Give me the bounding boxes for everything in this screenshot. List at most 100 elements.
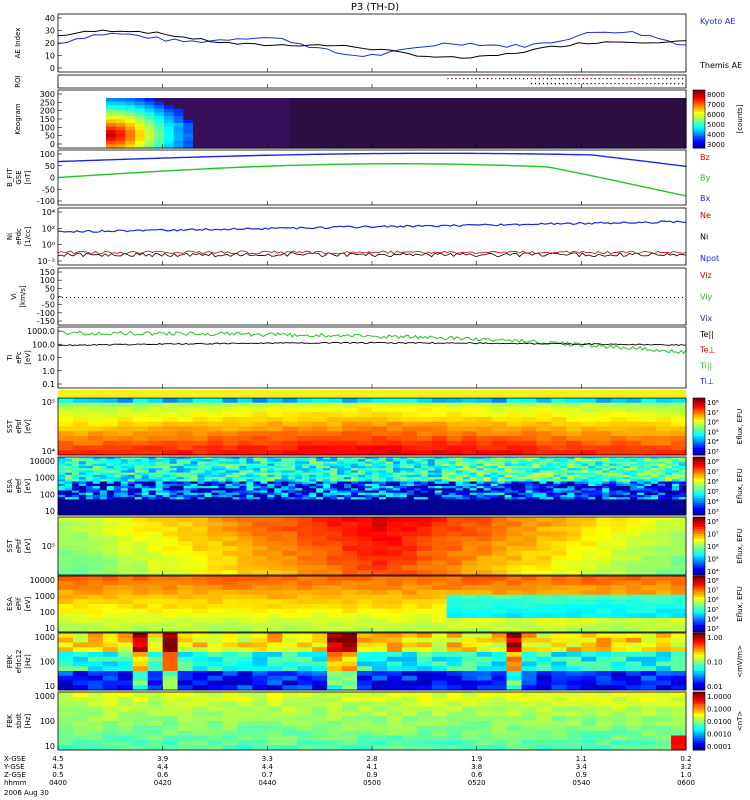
- spectrogram-pixel: [316, 470, 324, 474]
- spectrogram-pixel: [197, 506, 206, 509]
- spectrogram-pixel: [658, 512, 666, 516]
- spectrogram-pixel: [232, 461, 240, 465]
- spectrogram-pixel: [504, 486, 513, 489]
- spectrogram-pixel: [518, 481, 527, 485]
- keogram-pixel: [386, 101, 397, 106]
- spectrogram-pixel: [85, 501, 94, 505]
- spectrogram-pixel: [232, 474, 240, 478]
- spectrogram-pixel: [623, 490, 631, 494]
- keogram-pixel: [347, 144, 358, 149]
- colorbar-swatch: [693, 145, 705, 149]
- spectrogram-pixel: [192, 426, 209, 432]
- keogram-pixel: [106, 112, 117, 117]
- spectrogram-pixel: [155, 492, 164, 496]
- spectrogram-pixel: [434, 470, 443, 474]
- panel-ylabel: B_FIT: [6, 167, 14, 186]
- spectrogram-pixel: [611, 570, 627, 576]
- spectrogram-pixel: [581, 497, 589, 500]
- spectrogram-pixel: [588, 477, 596, 480]
- spectrogram-pixel: [581, 402, 597, 408]
- spectrogram-pixel: [342, 431, 358, 437]
- spectrogram-pixel: [327, 526, 343, 532]
- spectrogram-pixel: [302, 457, 310, 460]
- spectrogram-pixel: [567, 468, 575, 471]
- spectrogram-pixel: [521, 536, 537, 542]
- spectrogram-pixel: [626, 560, 642, 566]
- spectrogram-pixel: [553, 492, 561, 496]
- spectrogram-pixel: [177, 565, 194, 571]
- keogram-pixel: [599, 130, 610, 135]
- spectrogram-pixel: [596, 402, 612, 408]
- spectrogram-pixel: [207, 550, 223, 557]
- spectrogram-pixel: [506, 536, 523, 542]
- spectrogram-pixel: [162, 431, 179, 437]
- spectrogram-pixel: [134, 510, 143, 514]
- colorbar-swatch: [693, 502, 705, 506]
- colorbar-swatch: [693, 486, 705, 489]
- spectrogram-pixel: [401, 604, 418, 610]
- keogram-pixel: [483, 133, 494, 138]
- spectrogram-pixel: [237, 546, 253, 552]
- roi-dot: [459, 78, 461, 80]
- spectrogram-pixel: [117, 580, 134, 586]
- spectrogram-pixel: [446, 521, 463, 528]
- keogram-pixel: [222, 137, 233, 142]
- spectrogram-pixel: [401, 398, 418, 404]
- spectrogram-pixel: [476, 565, 493, 571]
- spectrogram-pixel: [623, 463, 631, 467]
- spectrogram-pixel: [330, 472, 338, 476]
- spectrogram-pixel: [406, 503, 415, 507]
- spectrogram-pixel: [323, 506, 331, 509]
- spectrogram-pixel: [99, 470, 108, 474]
- spectrogram-pixel: [574, 463, 582, 467]
- spectrogram-pixel: [58, 585, 74, 591]
- spectrogram-pixel: [197, 492, 206, 496]
- spectrogram-pixel: [197, 501, 206, 505]
- spectrogram-pixel: [401, 421, 418, 427]
- spectrogram-pixel: [351, 488, 359, 491]
- spectrogram-pixel: [207, 526, 223, 532]
- roi-dot: [654, 83, 656, 85]
- spectrogram-pixel: [148, 508, 157, 512]
- spectrogram-pixel: [521, 426, 537, 432]
- spectrogram-pixel: [658, 472, 666, 476]
- spectrogram-pixel: [506, 560, 523, 566]
- keogram-pixel: [492, 119, 503, 124]
- spectrogram-pixel: [637, 463, 645, 467]
- roi-dot: [570, 78, 572, 80]
- keogram-pixel: [589, 119, 600, 124]
- spectrogram-pixel: [58, 450, 74, 456]
- roi-dot: [610, 83, 612, 85]
- keogram-pixel: [106, 130, 117, 135]
- spectrogram-pixel: [337, 492, 345, 496]
- spectrogram-pixel: [197, 497, 206, 500]
- spectrogram-pixel: [295, 472, 303, 476]
- spectrogram-pixel: [92, 479, 101, 483]
- spectrogram-pixel: [672, 499, 680, 503]
- spectrogram-pixel: [372, 555, 388, 561]
- spectrogram-pixel: [177, 570, 194, 576]
- spectrogram-pixel: [560, 506, 568, 509]
- spectrogram-pixel: [431, 541, 448, 547]
- spectrogram-pixel: [192, 565, 209, 571]
- spectrogram-pixel: [406, 492, 415, 496]
- spectrogram-pixel: [511, 506, 520, 509]
- spectrogram-pixel: [546, 501, 554, 505]
- spectrogram-pixel: [448, 470, 457, 474]
- spectrogram-pixel: [416, 604, 433, 610]
- legend-label: Viz: [700, 271, 712, 280]
- spectrogram-pixel: [207, 536, 223, 542]
- panel-content: [57, 330, 687, 355]
- spectrogram-pixel: [420, 461, 429, 465]
- spectrogram-pixel: [518, 470, 527, 474]
- spectrogram-pixel: [78, 499, 87, 503]
- spectrogram-pixel: [222, 599, 238, 605]
- spectrogram-pixel: [596, 521, 612, 528]
- spectrogram-pixel: [141, 474, 150, 478]
- spectrogram-pixel: [253, 508, 261, 512]
- spectrogram-pixel: [342, 521, 358, 528]
- spectrogram-pixel: [147, 426, 164, 432]
- spectrogram-pixel: [252, 555, 268, 561]
- spectrogram-pixel: [357, 417, 373, 423]
- spectrogram-pixel: [596, 555, 612, 561]
